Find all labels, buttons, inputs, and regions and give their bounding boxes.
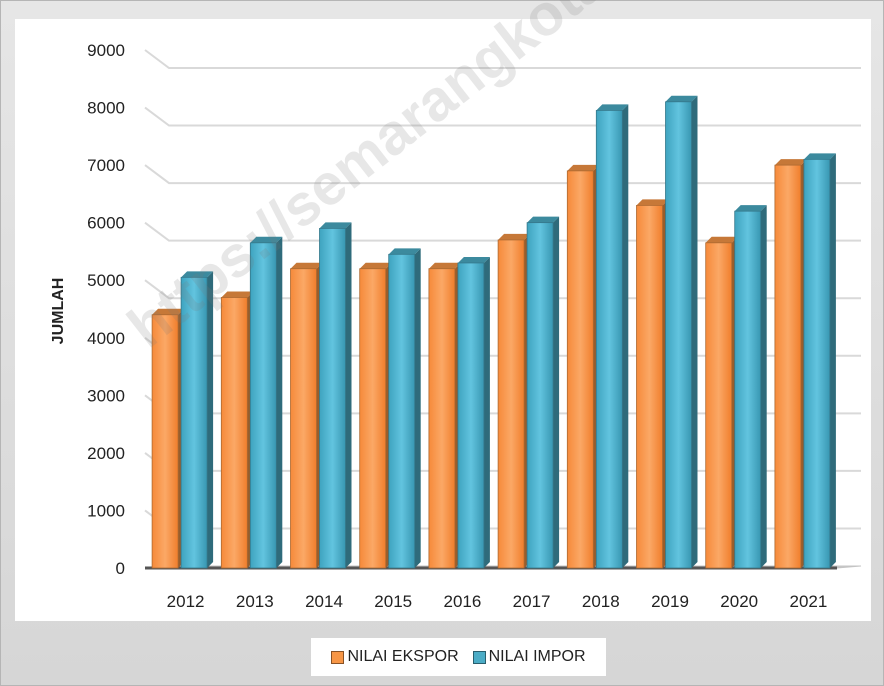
bar bbox=[428, 268, 456, 569]
legend-swatch-ekspor bbox=[331, 650, 345, 664]
y-tick-label: 1000 bbox=[87, 501, 125, 520]
y-tick-label: 0 bbox=[116, 559, 125, 578]
bar bbox=[290, 268, 317, 569]
bar-top bbox=[803, 153, 836, 160]
chart-legend: NILAI EKSPOR NILAI IMPOR bbox=[311, 638, 606, 676]
legend-swatch-impor bbox=[472, 650, 486, 664]
legend-item-impor: NILAI IMPOR bbox=[472, 648, 586, 666]
x-tick-label: 2018 bbox=[582, 592, 620, 611]
bar-side bbox=[622, 104, 629, 568]
x-tick-label: 2017 bbox=[513, 592, 551, 611]
bar bbox=[180, 276, 208, 569]
bar-top bbox=[290, 262, 323, 269]
y-tick-label: 6000 bbox=[87, 214, 125, 233]
gridline bbox=[144, 106, 861, 127]
x-tick-label: 2020 bbox=[720, 592, 758, 611]
bar bbox=[803, 158, 831, 569]
bar bbox=[220, 297, 248, 569]
y-tick-label: 9000 bbox=[87, 41, 125, 60]
bar-chart: 0 1000 2000 3000 4000 5000 6000 7000 8000 9000 201… bbox=[50, 41, 862, 611]
bar bbox=[705, 242, 733, 569]
bar bbox=[319, 228, 346, 569]
bar-side bbox=[483, 256, 490, 568]
bar-top bbox=[665, 95, 698, 102]
bar bbox=[388, 253, 416, 569]
bar-top bbox=[457, 256, 490, 263]
bar-top bbox=[181, 271, 214, 278]
bar bbox=[249, 242, 277, 569]
x-tick-label: 2016 bbox=[443, 592, 481, 611]
bar-top bbox=[428, 262, 461, 269]
x-tick-label: 2021 bbox=[789, 592, 827, 611]
bar-top bbox=[774, 159, 807, 166]
y-axis-title: JUMLAH bbox=[50, 278, 67, 345]
bar-side bbox=[276, 236, 283, 569]
bar-top bbox=[527, 216, 560, 223]
bar-top bbox=[567, 164, 600, 171]
x-tick-label: 2012 bbox=[167, 592, 205, 611]
bar bbox=[526, 222, 554, 569]
bar-top bbox=[250, 236, 283, 243]
axes: 0 1000 2000 3000 4000 5000 6000 7000 8000 9000 201… bbox=[87, 41, 827, 611]
legend-label-ekspor: NILAI EKSPOR bbox=[347, 648, 459, 665]
bar bbox=[774, 164, 802, 569]
bar-top bbox=[636, 199, 669, 206]
legend-label-impor: NILAI IMPOR bbox=[488, 648, 586, 665]
bar-top bbox=[152, 308, 185, 315]
bar bbox=[595, 110, 623, 569]
bar bbox=[359, 268, 387, 569]
y-tick-label: 5000 bbox=[87, 271, 125, 290]
y-tick-label: 8000 bbox=[87, 99, 125, 118]
bar-side bbox=[414, 248, 421, 569]
x-tick-label: 2015 bbox=[374, 592, 412, 611]
bar-side bbox=[345, 222, 352, 568]
bar-side bbox=[553, 216, 560, 568]
bar-side bbox=[760, 205, 767, 568]
gridline bbox=[144, 279, 861, 300]
bars bbox=[151, 95, 836, 569]
bar-top bbox=[705, 236, 738, 243]
y-tick-label: 4000 bbox=[87, 329, 125, 348]
bar-side bbox=[207, 271, 214, 568]
bar bbox=[457, 262, 485, 569]
bar bbox=[665, 101, 692, 569]
y-tick-label: 3000 bbox=[87, 386, 125, 405]
bar-top bbox=[319, 222, 352, 229]
y-tick-label: 7000 bbox=[87, 156, 125, 175]
x-tick-label: 2014 bbox=[305, 592, 343, 611]
x-tick-label: 2019 bbox=[651, 592, 689, 611]
bar bbox=[636, 204, 663, 569]
bar bbox=[497, 239, 525, 569]
bar bbox=[566, 170, 594, 569]
plot-area: 0 1000 2000 3000 4000 5000 6000 7000 8000 9000 201… bbox=[15, 19, 871, 621]
bar-top bbox=[221, 291, 254, 298]
gridline bbox=[144, 49, 861, 69]
y-tick-label: 2000 bbox=[87, 444, 125, 463]
x-tick-label: 2013 bbox=[236, 592, 274, 611]
gridline bbox=[144, 164, 861, 185]
bar-side bbox=[691, 95, 698, 569]
bar-top bbox=[734, 205, 767, 212]
bar-top bbox=[388, 248, 421, 255]
bar-side bbox=[829, 153, 836, 568]
bar-top bbox=[596, 104, 629, 111]
bar bbox=[151, 314, 179, 569]
legend-item-ekspor: NILAI EKSPOR bbox=[331, 648, 459, 666]
bar-top bbox=[359, 262, 392, 269]
bar bbox=[734, 210, 762, 569]
gridline bbox=[144, 221, 861, 242]
bar-top bbox=[498, 233, 531, 240]
